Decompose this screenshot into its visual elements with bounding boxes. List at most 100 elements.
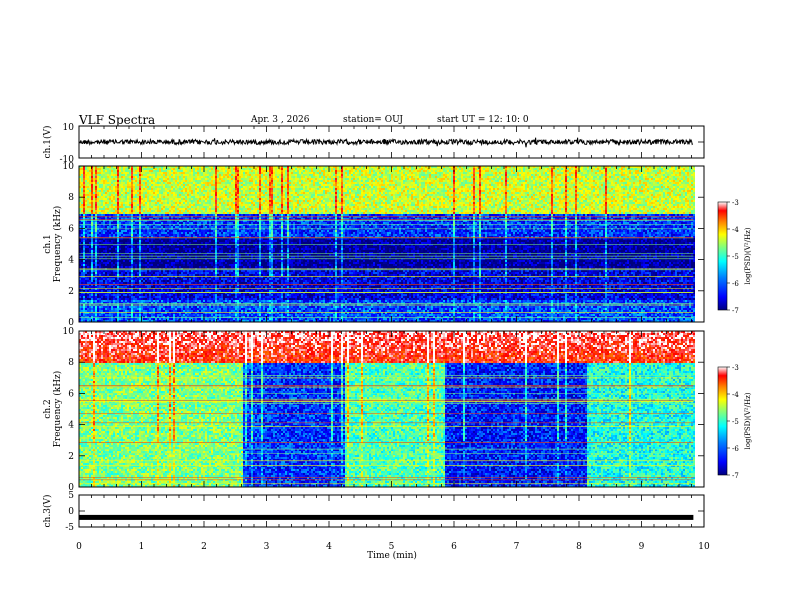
ch1-spectrogram-cell [147,270,149,272]
ch1-spectrogram-cell [123,174,125,176]
ch1-spectrogram-cell [167,170,169,172]
ch1-spectrogram-cell [167,238,169,240]
ch1-spectrogram-cell [95,188,97,190]
ch1-spectrogram-cell [133,274,135,276]
ch1-spectrogram-cell [83,306,85,308]
ch1-spectrogram-cell [153,286,155,288]
ch1-spectrogram-cell [103,180,105,182]
ch1-spectrogram-cell [145,174,147,176]
ch1-spectrogram-cell [151,248,153,250]
ch1-ylabel: ch.1(V) [42,126,53,159]
ch1-spectrogram-cell [159,184,161,186]
ch1-spectrogram-cell [139,264,141,266]
ch1-spectrogram-cell [103,230,105,232]
ch1-spectrogram-cell [101,182,103,184]
ch1-spectrogram-cell [135,182,137,184]
ch1-spectrogram-cell [141,294,143,296]
ch1-spectrogram-cell [113,280,115,282]
ch1-spectrogram-cell [103,182,105,184]
ch1-spectrogram-cell [145,318,147,320]
ch1-spectrogram-cell [141,246,143,248]
ch1-spectrogram-cell [91,296,93,298]
ch1-spectrogram-cell [93,198,95,200]
ch1-spectrogram-cell [141,186,143,188]
ch1-spectrogram-cell [131,170,133,172]
ch1-spectrogram-cell [139,206,141,208]
ch1-spectrogram-cell [81,226,83,228]
ch1-spectrogram-cell [131,274,133,276]
ch1-spectrogram-cell [89,206,91,208]
ch1-spectrogram-cell [91,206,93,208]
ch1-spectrogram-cell [91,254,93,256]
ch1-spectrogram-cell [109,310,111,312]
ch1-spectrogram-cell [161,190,163,192]
ch1-spectrogram-cell [91,204,93,206]
ch1-spectrogram-cell [125,232,127,234]
ch1-spectrogram-cell [163,306,165,308]
ch1-spectrogram-cell [125,202,127,204]
ch1-spectrogram-cell [87,208,89,210]
ch1-spectrogram-cell [107,282,109,284]
ch1-spectrogram-cell [155,226,157,228]
ch1-spectrogram-cell [141,214,143,216]
ch1-spectrogram-cell [81,246,83,248]
ch1-spectrogram-cell [133,190,135,192]
ch1-spectrogram-cell [145,270,147,272]
ch1-spectrogram-cell [133,240,135,242]
ch1-spectrogram-cell [155,248,157,250]
ch1-spectrogram-cell [159,192,161,194]
ch1-spectrogram-cell [121,280,123,282]
ch1-spectrogram-cell [167,296,169,298]
ch1-spectrogram-cell [149,212,151,214]
ch1-spectrogram-cell [115,264,117,266]
ch1-spectrogram-cell [103,200,105,202]
ch1-spectrogram-cell [137,210,139,212]
ch1-spectrogram-cell [103,246,105,248]
ch1-spectrogram-cell [167,190,169,192]
ch1-spectrogram-cell [163,262,165,264]
ch1-spectrogram-cell [145,250,147,252]
ch1-spectrogram-cell [139,192,141,194]
ch1-spectrogram-cell [141,230,143,232]
ch1-spectrogram-cell [103,298,105,300]
ch1-spectrogram-cell [161,182,163,184]
ch1-spectrogram-cell [131,272,133,274]
ch1-spectrogram-cell [125,240,127,242]
ch1-spectrogram-cell [145,194,147,196]
ch1-spectrogram-cell [95,182,97,184]
ch1-spectrogram-cell [167,306,169,308]
ch1-spectrogram-cell [87,210,89,212]
ch1-spectrogram-cell [131,296,133,298]
ch1-spectrogram-cell [137,204,139,206]
ch1-spectrogram-cell [147,178,149,180]
ch1-spectrogram-cell [135,198,137,200]
ch1-spectrogram-cell [123,300,125,302]
ch1-spectrogram-cell [161,198,163,200]
ch1-spectrogram-cell [99,246,101,248]
ch1-spectrogram-cell [131,208,133,210]
ch1-spectrogram-cell [141,174,143,176]
ch1-spectrogram-cell [87,182,89,184]
ch1-spectrogram-cell [159,212,161,214]
ch1-spectrogram-cell [109,286,111,288]
ch1-spectrogram-cell [133,188,135,190]
ch1-spectrogram-cell [149,234,151,236]
ch1-spectrogram-cell [153,266,155,268]
ch1-spectrogram-cell [127,214,129,216]
ch1-spectrogram-cell [129,226,131,228]
ch1-spectrogram-cell [125,314,127,316]
ch1-spectrogram-cell [99,290,101,292]
ch1-spectrogram-cell [133,226,135,228]
ch1-spectrogram-cell [87,188,89,190]
ch1-spectrogram-cell [151,208,153,210]
ch1-spectrogram-cell [153,298,155,300]
ch1-spectrogram-cell [97,208,99,210]
ch1-spectrogram-cell [121,314,123,316]
ch1-spectrogram-cell [91,210,93,212]
ch1-spectrogram-cell [109,290,111,292]
ch1-spectrogram-cell [143,174,145,176]
ch1-spectrogram-cell [167,168,169,170]
ch1-spectrogram-cell [117,254,119,256]
ch1-spectrogram-cell [149,264,151,266]
ch1-spectrogram-cell [139,278,141,280]
